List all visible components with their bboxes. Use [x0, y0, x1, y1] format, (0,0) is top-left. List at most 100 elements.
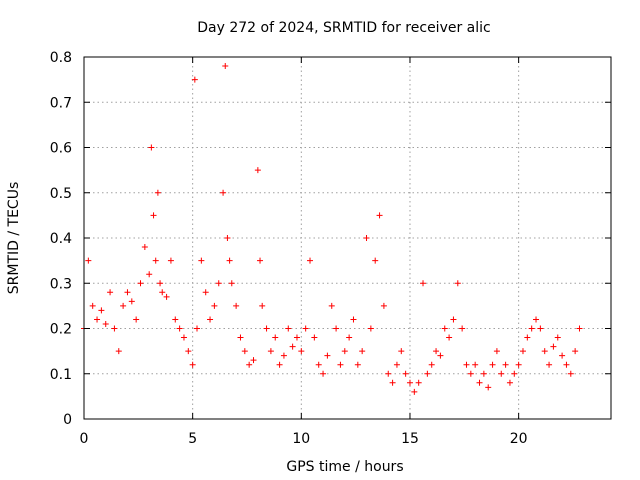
data-point [241, 348, 248, 355]
data-point [424, 370, 431, 377]
data-point [511, 370, 518, 377]
data-point [133, 316, 140, 323]
data-point [450, 316, 457, 323]
data-point [554, 334, 561, 341]
data-point [363, 235, 370, 241]
data-point [263, 325, 270, 332]
data-point [346, 334, 353, 341]
data-point [202, 289, 209, 296]
data-point [94, 316, 101, 323]
y-tick-label: 0.7 [50, 95, 72, 111]
data-point [307, 257, 314, 264]
data-point [198, 257, 205, 264]
data-point [124, 289, 131, 296]
y-tick-label: 0.2 [50, 322, 72, 338]
data-point [328, 302, 335, 309]
data-point [402, 370, 409, 377]
data-point [148, 144, 155, 151]
plot-frame [83, 56, 612, 420]
data-point [137, 280, 144, 287]
data-point [185, 348, 192, 355]
data-point [411, 388, 418, 395]
data-point [257, 257, 264, 264]
data-point [372, 257, 379, 264]
data-point [428, 361, 435, 368]
x-tick-label: 10 [292, 431, 310, 447]
x-tick-label: 5 [188, 431, 197, 447]
data-point [441, 325, 448, 332]
data-point [502, 361, 509, 368]
data-point [220, 189, 227, 196]
y-tick-label: 0 [63, 412, 72, 428]
data-point [167, 257, 174, 264]
data-point [337, 361, 344, 368]
data-point [393, 361, 400, 368]
data-point [228, 280, 235, 287]
data-point [433, 348, 440, 355]
data-point [293, 334, 300, 341]
data-point [376, 212, 383, 219]
data-point [398, 348, 405, 355]
data-point [194, 325, 201, 332]
data-point [515, 361, 522, 368]
data-point [541, 348, 548, 355]
data-point [420, 280, 427, 287]
data-point [159, 289, 166, 296]
data-point [85, 257, 92, 264]
data-point [485, 384, 492, 391]
data-point [302, 325, 309, 332]
data-point [572, 348, 579, 355]
data-point [528, 325, 535, 332]
data-point [563, 361, 570, 368]
data-point [463, 361, 470, 368]
data-point [389, 379, 396, 386]
data-point [154, 189, 161, 196]
y-tick-label: 0.5 [50, 186, 72, 202]
data-point [446, 334, 453, 341]
data-point [550, 343, 557, 350]
data-point [359, 348, 366, 355]
x-tick-label: 15 [401, 431, 419, 447]
data-point [315, 361, 322, 368]
data-point [454, 280, 461, 287]
data-point [172, 316, 179, 323]
data-point [498, 370, 505, 377]
data-point [533, 316, 540, 323]
data-point [267, 348, 274, 355]
data-point [176, 325, 183, 332]
data-point [320, 370, 327, 377]
data-point [333, 325, 340, 332]
grid [84, 57, 611, 419]
data-point [311, 334, 318, 341]
data-point [576, 325, 583, 332]
y-tick-label: 0.3 [50, 276, 72, 292]
x-tick-label: 20 [510, 431, 528, 447]
data-point [519, 348, 526, 355]
data-point [146, 271, 153, 278]
data-point [215, 280, 222, 287]
y-axis-label: SRMTID / TECUs [6, 182, 22, 295]
y-tick-label: 0.1 [50, 367, 72, 383]
data-point [102, 320, 109, 327]
data-point [415, 379, 422, 386]
data-point [272, 334, 279, 341]
data-point [280, 352, 287, 359]
axis-ticks: 0 0.1 0.2 0.3 0.4 0.5 0.6 0.7 0.8 0 5 10 15 20 [50, 50, 611, 447]
data-point [152, 257, 159, 264]
data-point [559, 352, 566, 359]
data-point [341, 348, 348, 355]
data-point [98, 307, 105, 314]
data-point [298, 348, 305, 355]
data-point [354, 361, 361, 368]
x-axis-label: GPS time / hours [286, 459, 403, 475]
data-point [324, 352, 331, 359]
data-point [489, 361, 496, 368]
data-point [259, 302, 266, 309]
data-point [480, 370, 487, 377]
data-point [254, 167, 261, 174]
y-tick-label: 0.6 [50, 141, 72, 157]
data-point [237, 334, 244, 341]
data-point [289, 343, 296, 350]
data-point [89, 302, 96, 309]
data-point [350, 316, 357, 323]
